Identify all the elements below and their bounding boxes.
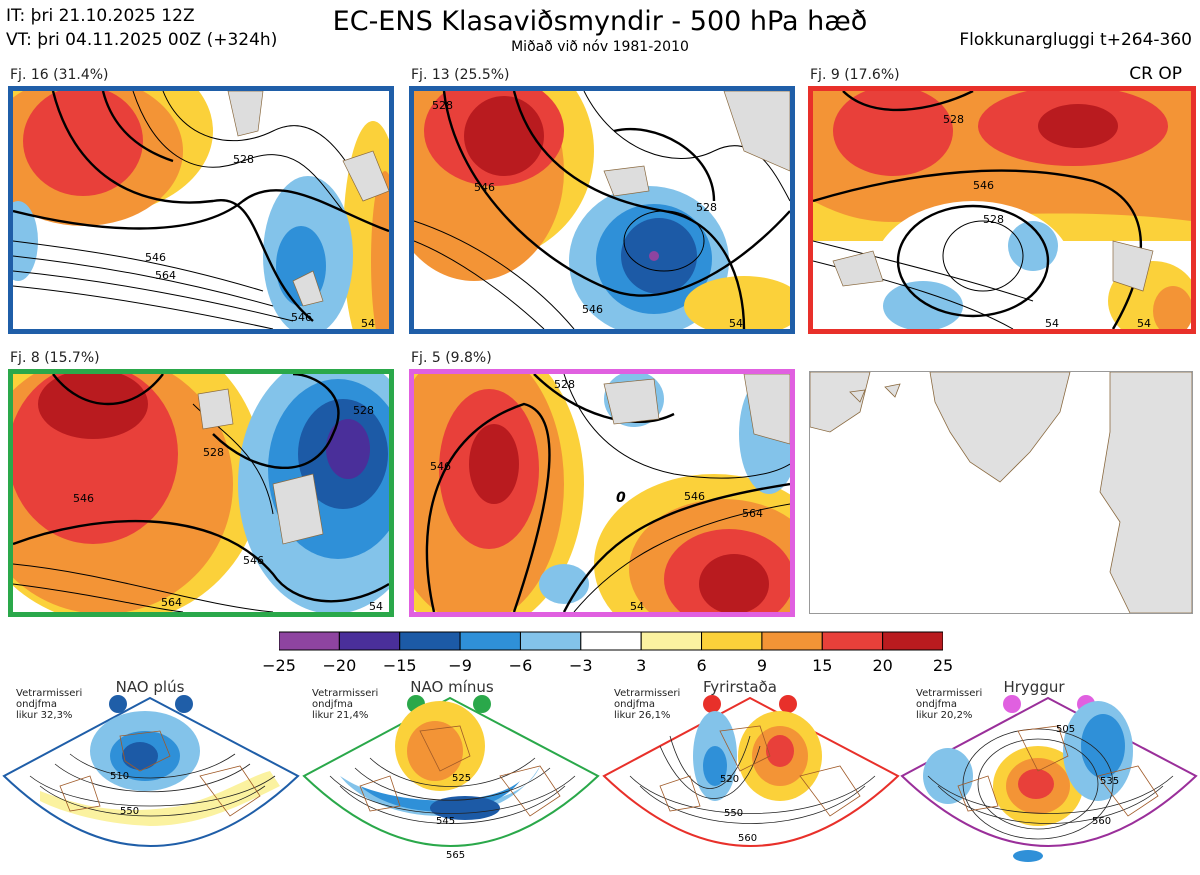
regime-contour-label: 565 — [446, 850, 465, 861]
base-map — [809, 371, 1193, 614]
cluster-map-5: 0 528 546 546 564 54 — [409, 369, 795, 617]
regime-contour-label: 535 — [1100, 776, 1119, 787]
contour-label: 528 — [233, 153, 254, 166]
contour-label: 528 — [203, 446, 224, 459]
panel-3-label: Fj. 9 (17.6%) — [810, 67, 900, 83]
contour-label: 528 — [432, 99, 453, 112]
colorbar-tick-label: −3 — [569, 656, 593, 675]
colorbar-swatch — [459, 631, 521, 651]
regime-contour-label: 550 — [724, 808, 743, 819]
contour-label: 546 — [973, 179, 994, 192]
colorbar-tick-label: 25 — [932, 656, 954, 675]
colorbar-tick-label: −6 — [508, 656, 533, 675]
contour-label: 528 — [353, 404, 374, 417]
regime-contour-label: 550 — [120, 806, 139, 817]
cluster-map-13: 528 546 528 546 54 — [409, 86, 795, 334]
regime-nao-minus: Vetrarmisseri ondjfma likur 21,4% NAO mínu… — [300, 676, 602, 871]
regime-note: Vetrarmisseri ondjfma likur 21,4% — [312, 688, 379, 721]
contour-label: 546 — [145, 251, 166, 264]
colorbar-swatch — [519, 631, 582, 651]
contour-label: 546 — [430, 460, 451, 473]
colorbar-tick-label: −20 — [322, 656, 357, 675]
panel-2-label: Fj. 13 (25.5%) — [411, 67, 510, 83]
contour-label: 54 — [1045, 317, 1059, 329]
contour-label: 546 — [684, 490, 705, 503]
panel-1-label: Fj. 16 (31.4%) — [10, 67, 109, 83]
regime-nao-plus: Vetrarmisseri ondjfma likur 32,3% NAO plús… — [0, 676, 302, 871]
cr-op-tag: CR OP — [1129, 64, 1182, 84]
colorbar-swatch — [821, 631, 884, 651]
contour-label: 54 — [729, 317, 743, 329]
contour-label: 564 — [155, 269, 176, 282]
anomaly-colorbar — [279, 631, 943, 651]
colorbar-tick-label: 6 — [696, 656, 707, 675]
colorbar-swatch — [399, 631, 461, 651]
colorbar-swatch — [580, 631, 642, 651]
colorbar-tick-label: 20 — [872, 656, 893, 675]
valid-time: VT: þri 04.11.2025 00Z (+324h) — [6, 30, 278, 50]
regime-contour-label: 505 — [1056, 724, 1075, 735]
colorbar-swatch — [701, 631, 763, 651]
regime-contour-label: 560 — [738, 833, 757, 844]
contour-label: 564 — [742, 507, 763, 520]
regime-marker-dot — [1003, 695, 1021, 713]
contour-label: 546 — [73, 492, 94, 505]
contour-label: 54 — [361, 317, 375, 329]
contour-label: 528 — [983, 213, 1004, 226]
colorbar-swatch — [640, 631, 703, 651]
cluster-map-16: 528 546 564 546 54 — [8, 86, 394, 334]
contour-label: 528 — [554, 378, 575, 391]
regime-title: NAO plús — [115, 678, 185, 696]
contour-label: 564 — [161, 596, 182, 609]
contour-label: 528 — [943, 113, 964, 126]
contour-label: 546 — [243, 554, 264, 567]
cluster-map-9: 528 546 528 54 54 — [808, 86, 1196, 334]
header-times: IT: þri 21.10.2025 12Z VT: þri 04.11.202… — [6, 4, 277, 52]
contour-label: 528 — [696, 201, 717, 214]
page-subtitle: Miðað við nóv 1981-2010 — [511, 39, 689, 55]
colorbar-tick-label: 15 — [812, 656, 833, 675]
regime-contour-label: 510 — [110, 771, 129, 782]
regime-note: Vetrarmisseri ondjfma likur 32,3% — [16, 688, 83, 721]
page-title: EC-ENS Klasaviðsmyndir - 500 hPa hæð — [332, 6, 868, 37]
colorbar-tick-label: −9 — [448, 656, 472, 675]
regime-contour-label: 560 — [1092, 816, 1111, 827]
colorbar-swatch — [338, 631, 401, 651]
regime-marker-dot — [109, 695, 127, 713]
contour-label: 546 — [474, 181, 495, 194]
regime-title: NAO mínus — [410, 678, 494, 696]
regime-contour-label: 525 — [452, 773, 471, 784]
colorbar-swatch — [761, 631, 823, 651]
cluster-map-8: 528 546 528 546 564 54 — [8, 369, 394, 617]
contour-label: 54 — [630, 600, 644, 612]
colorbar-swatch — [882, 631, 943, 651]
classification-window: Flokkunargluggi t+264-360 — [959, 30, 1192, 50]
regime-marker-dot — [175, 695, 193, 713]
regime-marker-dot — [703, 695, 721, 713]
regime-marker-dot — [779, 695, 797, 713]
regime-title: Fyrirstaða — [703, 678, 777, 696]
regime-note: Vetrarmisseri ondjfma likur 20,2% — [916, 688, 983, 721]
svg-text:0: 0 — [616, 490, 626, 506]
colorbar-swatch — [279, 631, 340, 651]
contour-label: 546 — [291, 311, 312, 324]
regime-title: Hryggur — [1003, 678, 1065, 696]
panel-5-label: Fj. 5 (9.8%) — [411, 350, 492, 366]
contour-label: 54 — [1137, 317, 1151, 329]
regime-contour-label: 545 — [436, 816, 455, 827]
colorbar-tick-label: 3 — [636, 656, 647, 675]
regime-note: Vetrarmisseri ondjfma likur 26,1% — [614, 688, 681, 721]
regime-contour-label: 520 — [720, 774, 739, 785]
panel-4-label: Fj. 8 (15.7%) — [10, 350, 100, 366]
regime-marker-dot — [473, 695, 491, 713]
regime-blocking: Vetrarmisseri ondjfma likur 26,1% Fyrirsta… — [600, 676, 902, 871]
issue-time: IT: þri 21.10.2025 12Z — [6, 6, 195, 26]
colorbar-tick-label: −15 — [382, 656, 417, 675]
colorbar-tick-label: 9 — [756, 656, 767, 675]
contour-label: 54 — [369, 600, 383, 612]
regime-ridge: Vetrarmisseri ondjfma likur 20,2% Hryggur … — [898, 676, 1200, 871]
contour-label: 546 — [582, 303, 603, 316]
colorbar-tick-label: −25 — [262, 656, 296, 675]
